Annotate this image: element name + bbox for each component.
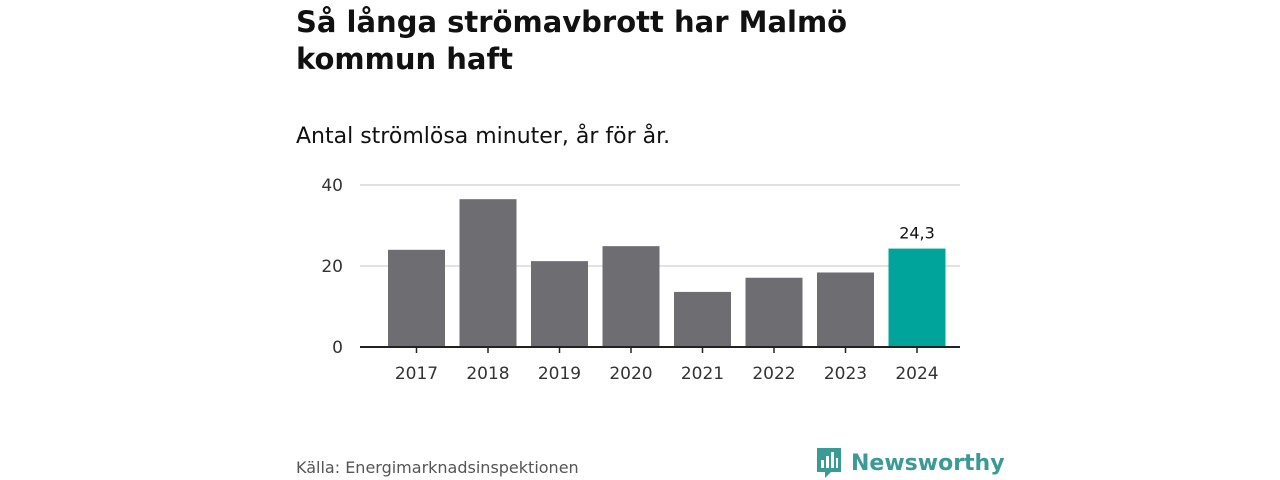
bar-2022	[745, 277, 803, 347]
x-tick-label-2018: 2018	[466, 364, 509, 384]
source-note: Källa: Energimarknadsinspektionen	[296, 458, 579, 477]
x-tick-label-2019: 2019	[538, 364, 581, 384]
x-tick-label-2023: 2023	[824, 364, 867, 384]
bar-2024	[888, 248, 946, 347]
x-tick-label-2020: 2020	[609, 364, 652, 384]
chart-title: Så långa strömavbrott har Malmö kommun h…	[296, 5, 848, 76]
bar-2017	[388, 249, 445, 347]
bar-chart: 0 20 40 2017 2018 2019 2020 2021 2022 2023 2024 24,…	[321, 176, 960, 384]
x-tick-label-2017: 2017	[395, 364, 438, 384]
bar-2023	[817, 272, 874, 347]
bar-2019	[531, 261, 588, 347]
x-tick-label-2022: 2022	[752, 364, 795, 384]
brand-name: Newsworthy	[851, 450, 1005, 476]
brand-logo[interactable]: Newsworthy	[815, 446, 1005, 480]
y-tick-label-20: 20	[321, 257, 343, 277]
x-tick-label-2021: 2021	[681, 364, 724, 384]
newsworthy-logo-icon	[817, 448, 841, 478]
bar-2021	[674, 291, 731, 347]
bar-2018	[459, 199, 517, 347]
data-label-2024: 24,3	[899, 224, 935, 243]
y-tick-label-40: 40	[321, 176, 343, 196]
y-tick-label-0: 0	[332, 338, 343, 358]
x-tick-label-2024: 2024	[895, 364, 938, 384]
chart-subtitle: Antal strömlösa minuter, år för år.	[296, 124, 671, 149]
bar-2020	[602, 246, 660, 347]
